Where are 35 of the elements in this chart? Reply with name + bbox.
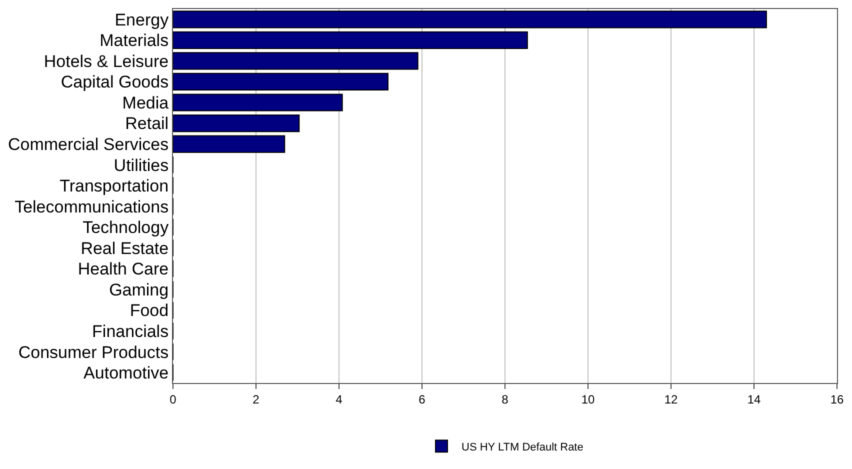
y-tick-label: Health Care bbox=[78, 260, 169, 279]
y-tick-label: Real Estate bbox=[80, 238, 169, 258]
bar bbox=[173, 52, 418, 70]
y-tick-label: Materials bbox=[100, 31, 169, 50]
y-tick-label: Technology bbox=[82, 218, 170, 238]
y-tick-label: Consumer Products bbox=[18, 342, 169, 362]
y-tick-label: Energy bbox=[114, 10, 170, 30]
bar bbox=[173, 10, 767, 28]
y-tick-label: Retail bbox=[125, 114, 169, 134]
x-tick-label: 6 bbox=[418, 392, 426, 406]
x-tick-label: 12 bbox=[664, 392, 678, 406]
y-tick-label: Capital Goods bbox=[60, 72, 169, 92]
y-tick-label: Automotive bbox=[84, 364, 169, 383]
x-tick-label: 2 bbox=[252, 392, 260, 406]
bar bbox=[173, 135, 286, 153]
y-tick-label: Utilities bbox=[114, 156, 169, 175]
x-tick-label: 0 bbox=[170, 392, 177, 406]
bar bbox=[173, 31, 528, 49]
x-tick-label: 4 bbox=[336, 392, 343, 406]
y-tick-label: Gaming bbox=[109, 280, 169, 300]
legend-label: US HY LTM Default Rate bbox=[462, 441, 584, 454]
y-tick-label: Commercial Services bbox=[8, 135, 169, 154]
y-tick-label: Financials bbox=[92, 322, 169, 342]
x-tick-label: 14 bbox=[747, 392, 761, 406]
y-tick-label: Telecommunications bbox=[14, 197, 169, 216]
x-tick-label: 8 bbox=[502, 392, 509, 406]
y-tick-label: Food bbox=[130, 301, 169, 320]
bar bbox=[173, 94, 343, 112]
bar bbox=[173, 72, 388, 91]
y-tick-label: Media bbox=[122, 93, 170, 112]
x-tick-label: 16 bbox=[830, 392, 844, 406]
bar bbox=[173, 114, 300, 132]
y-tick-label: Hotels & Leisure bbox=[44, 52, 169, 71]
y-tick-label: Transportation bbox=[60, 176, 169, 196]
x-tick-label: 10 bbox=[581, 392, 595, 406]
